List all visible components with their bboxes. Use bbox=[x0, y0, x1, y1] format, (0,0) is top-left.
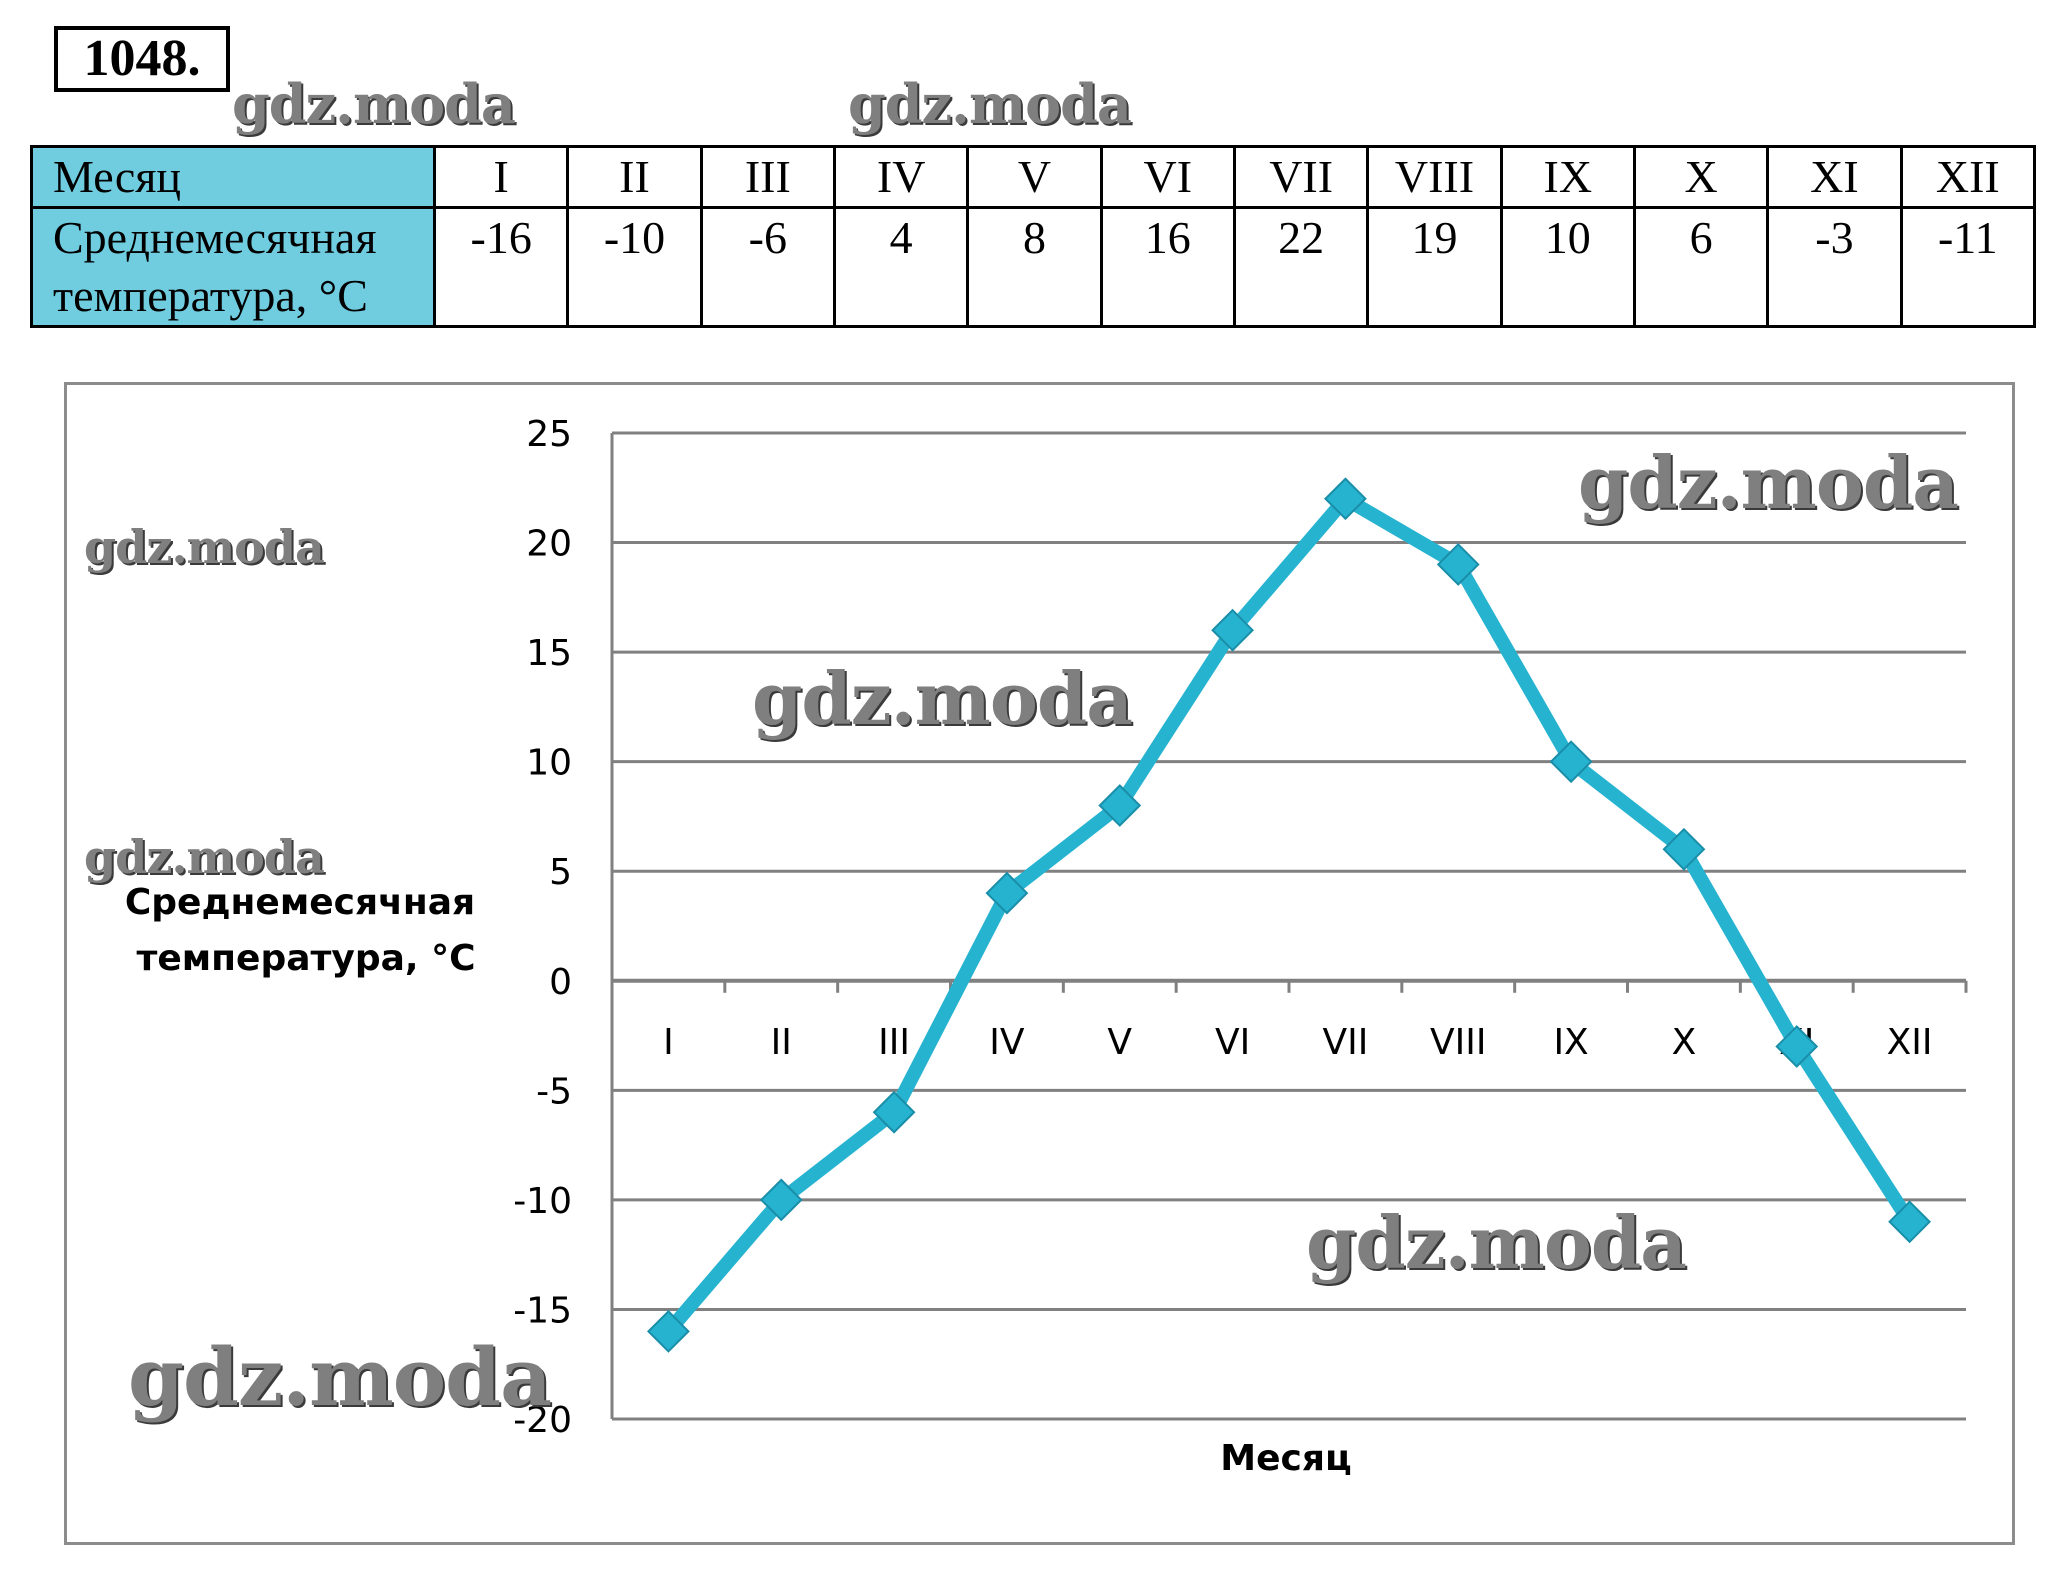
data-point bbox=[1775, 1025, 1819, 1068]
x-tick-label: I bbox=[663, 1022, 674, 1063]
table-cell-temperature: 8 bbox=[966, 206, 1103, 328]
table-cell-temperature: -16 bbox=[432, 206, 570, 328]
table-cell-temperature: 10 bbox=[1499, 206, 1636, 328]
y-tick-label: 15 bbox=[526, 633, 572, 674]
data-point bbox=[1436, 543, 1480, 586]
table-cell-month: VI bbox=[1099, 145, 1236, 209]
watermark: gdz.moda bbox=[84, 830, 325, 884]
table-cell-temperature: -10 bbox=[566, 206, 703, 328]
problem-number: 1048. bbox=[54, 26, 230, 92]
x-tick-label: V bbox=[1107, 1022, 1132, 1063]
y-tick-label: -10 bbox=[513, 1181, 572, 1222]
data-point bbox=[1098, 784, 1142, 827]
x-tick-label: XII bbox=[1887, 1022, 1933, 1063]
x-tick-label: IV bbox=[989, 1022, 1025, 1063]
x-tick-label: VIII bbox=[1430, 1022, 1486, 1063]
watermark: gdz.moda bbox=[232, 72, 516, 136]
table-cell-month: VII bbox=[1232, 145, 1370, 209]
table-row-months: Месяц I II III IV V VI VII VIII IX X XI … bbox=[30, 145, 2037, 209]
data-point bbox=[1662, 827, 1706, 871]
y-tick-label: -5 bbox=[536, 1071, 572, 1112]
y-tick-label: 0 bbox=[549, 962, 572, 1003]
data-point bbox=[1549, 740, 1593, 784]
y-tick-label: -15 bbox=[513, 1290, 572, 1331]
table-cell-month: XI bbox=[1766, 145, 1903, 209]
table-cell-month: V bbox=[966, 145, 1103, 209]
x-tick-label: VI bbox=[1215, 1022, 1250, 1063]
series-line bbox=[661, 491, 1917, 1339]
x-tick-label: VII bbox=[1322, 1022, 1368, 1063]
x-tick-label: II bbox=[771, 1022, 792, 1063]
table-cell-temperature: -6 bbox=[699, 206, 836, 328]
y-axis-title-line2: температура, °C bbox=[136, 938, 475, 979]
y-tick-label: 25 bbox=[526, 414, 572, 455]
data-point bbox=[647, 1309, 690, 1353]
table-cell-temperature: 19 bbox=[1366, 206, 1503, 328]
table-cell-temperature: 4 bbox=[832, 206, 970, 328]
table-cell-month: IX bbox=[1499, 145, 1636, 209]
y-tick-label: -20 bbox=[513, 1400, 572, 1441]
table-cell-month: VIII bbox=[1366, 145, 1503, 209]
data-point bbox=[1888, 1200, 1931, 1244]
table-header-temperature: Среднемесячная температура, °C bbox=[30, 206, 436, 328]
table-cell-month: III bbox=[699, 145, 836, 209]
table-row-temperatures: Среднемесячная температура, °C -16 -10 -… bbox=[30, 206, 2037, 328]
table-cell-temperature: 22 bbox=[1232, 206, 1370, 328]
watermark: gdz.moda bbox=[128, 1330, 552, 1424]
data-point bbox=[759, 1178, 803, 1222]
temperature-table: Месяц I II III IV V VI VII VIII IX X XI … bbox=[30, 145, 2037, 328]
table-cell-month: II bbox=[566, 145, 703, 209]
data-point bbox=[872, 1090, 916, 1134]
watermark: gdz.moda bbox=[1306, 1200, 1687, 1285]
y-tick-label: 20 bbox=[526, 524, 572, 565]
watermark: gdz.moda bbox=[848, 72, 1132, 136]
chart-frame bbox=[64, 382, 2015, 1545]
series-line-path bbox=[661, 491, 1917, 1339]
data-point bbox=[1211, 608, 1254, 652]
table-header-month: Месяц bbox=[30, 145, 436, 209]
table-cell-temperature: 6 bbox=[1632, 206, 1770, 328]
table-header-temperature-line2: температура, °C bbox=[53, 270, 368, 321]
watermark: gdz.moda bbox=[1578, 440, 1959, 525]
data-point bbox=[1324, 477, 1367, 521]
table-cell-temperature: -11 bbox=[1899, 206, 2037, 328]
x-tick-label: III bbox=[878, 1022, 910, 1063]
data-point bbox=[985, 871, 1029, 915]
table-cell-month: X bbox=[1632, 145, 1770, 209]
table-header-temperature-line1: Среднемесячная bbox=[53, 212, 377, 263]
table-cell-temperature: -3 bbox=[1766, 206, 1903, 328]
table-cell-month: IV bbox=[832, 145, 970, 209]
watermark: gdz.moda bbox=[752, 656, 1133, 741]
y-axis-title-line1: Среднемесячная bbox=[125, 882, 475, 923]
x-tick-label: X bbox=[1672, 1022, 1697, 1063]
y-axis-ticks: 25 20 15 10 5 0 -5 -10 -15 -20 bbox=[513, 414, 572, 1441]
table-cell-month: I bbox=[432, 145, 570, 209]
gridlines bbox=[612, 431, 1966, 1421]
x-tick-label: IX bbox=[1553, 1022, 1588, 1063]
y-tick-label: 5 bbox=[549, 852, 572, 893]
y-tick-label: 10 bbox=[526, 743, 572, 784]
table-cell-month: XII bbox=[1899, 145, 2037, 209]
x-axis-title: Месяц bbox=[1220, 1438, 1351, 1479]
series-points bbox=[647, 477, 1931, 1353]
table-cell-temperature: 16 bbox=[1099, 206, 1236, 328]
watermark: gdz.moda bbox=[84, 520, 325, 574]
